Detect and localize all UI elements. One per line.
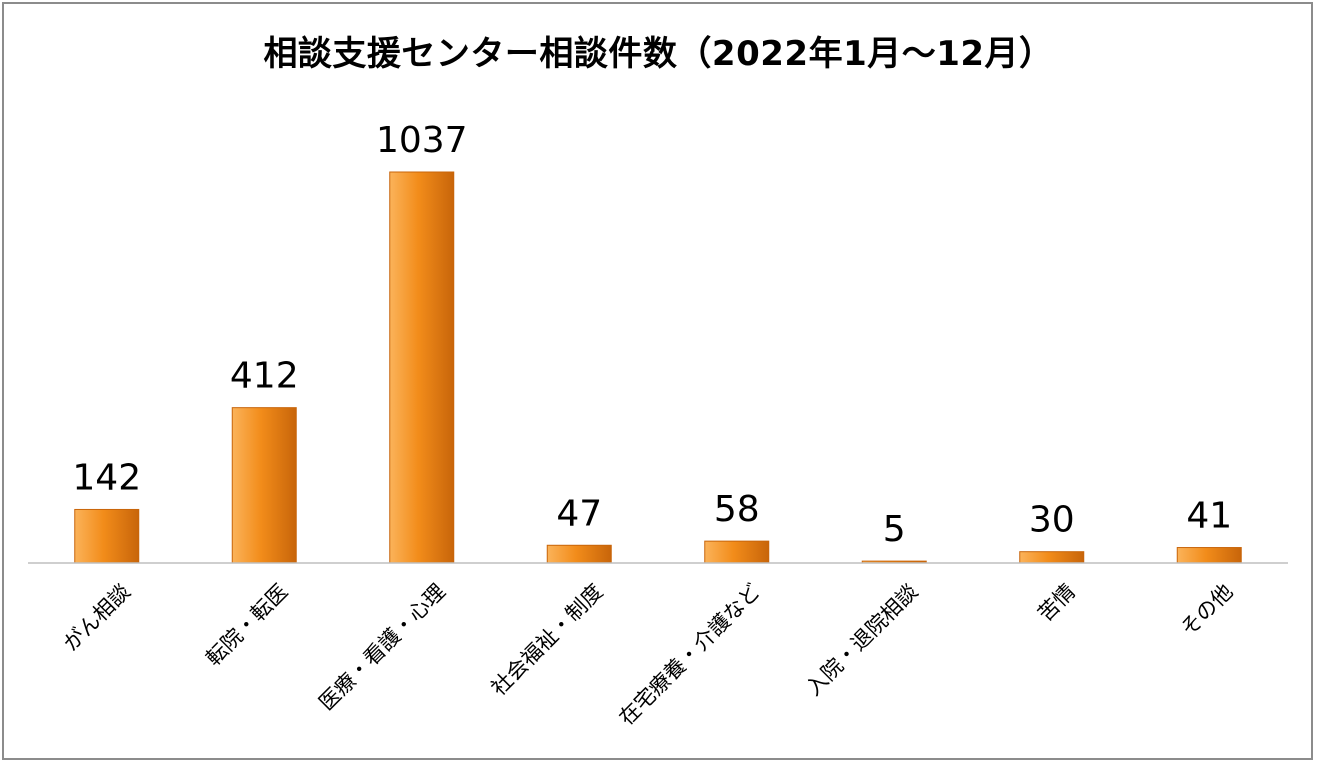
data-label-4: 47 [556, 493, 602, 534]
data-label-8: 41 [1186, 496, 1232, 537]
category-label-1: がん相談 [59, 579, 135, 655]
bar-2 [231, 407, 297, 564]
bar-8 [1176, 547, 1242, 564]
data-label-7: 30 [1029, 500, 1075, 541]
category-label-3: 医療・看護・心理 [314, 579, 450, 715]
data-label-5: 58 [714, 489, 760, 530]
category-label-7: 苦情 [1033, 579, 1080, 626]
bar-5 [704, 540, 770, 564]
category-label-4: 社会福祉・制度 [487, 579, 608, 700]
data-label-1: 142 [72, 457, 141, 498]
bar-1 [74, 508, 140, 564]
bar-3 [389, 171, 455, 564]
category-label-5: 在宅療養・介護など [614, 579, 765, 730]
data-label-2: 412 [230, 356, 299, 397]
chart-title: 相談支援センター相談件数（2022年1月～12月） [263, 34, 1054, 74]
category-label-2: 転院・転医 [201, 579, 292, 670]
data-label-3: 1037 [376, 120, 468, 161]
data-label-6: 5 [883, 509, 906, 550]
bar-4 [546, 544, 612, 564]
category-label-6: 入院・退院相談 [802, 579, 923, 700]
bar-7 [1019, 551, 1085, 564]
category-label-8: その他 [1176, 579, 1238, 641]
